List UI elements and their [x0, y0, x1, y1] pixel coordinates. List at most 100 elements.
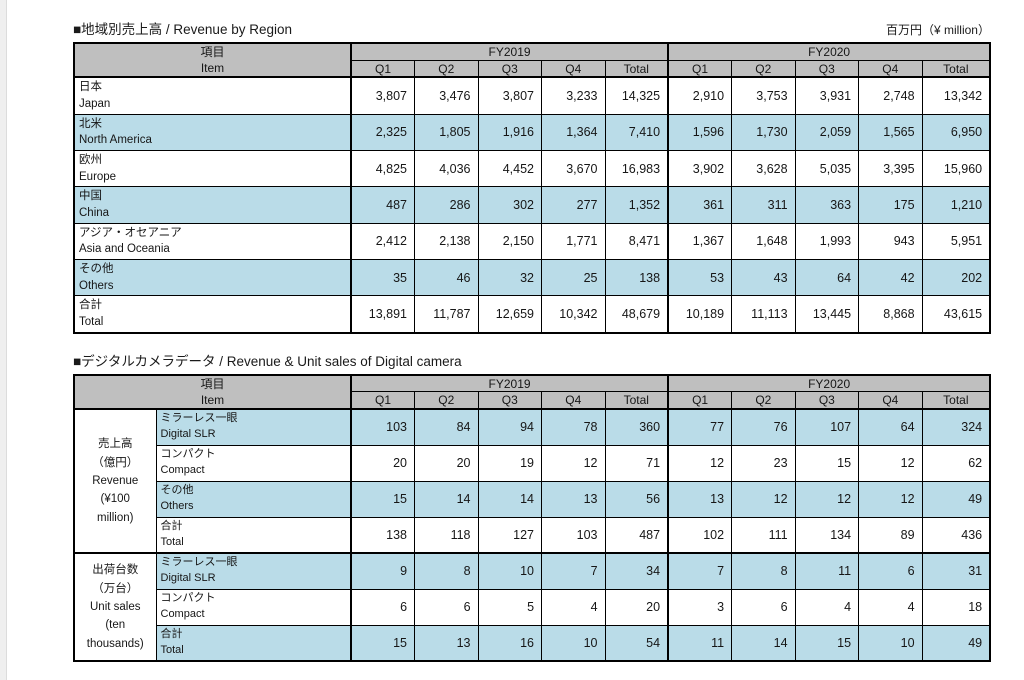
value-cell: 56 [604, 480, 670, 518]
item-header-jp: 項目 [200, 376, 225, 391]
value-cell: 14 [731, 624, 796, 662]
value-cell: 6,950 [921, 113, 991, 152]
value-cell: 2,059 [794, 113, 860, 152]
document-page: ■地域別売上高 / Revenue by Region 百万円（¥ millio… [73, 18, 992, 663]
value-cell: 311 [731, 186, 796, 224]
value-cell: 15,960 [921, 150, 991, 188]
value-cell: 1,565 [858, 113, 923, 152]
value-cell: 20 [350, 444, 416, 482]
value-cell: 1,730 [731, 113, 796, 152]
region-name-jp: 合計 [79, 299, 102, 312]
value-cell: 10 [477, 552, 543, 590]
region-table-title: ■地域別売上高 / Revenue by Region [73, 22, 292, 37]
group-label-cell: 出荷台数 （万台） Unit sales (ten thousands) [73, 552, 157, 662]
region-table: 項目 Item FY2019 FY2020 Q1 Q2 Q3 Q4 Total … [73, 42, 992, 334]
value-cell: 48,679 [604, 295, 670, 334]
value-cell: 16 [477, 624, 543, 662]
value-cell: 8 [731, 552, 796, 590]
value-cell: 324 [921, 408, 991, 446]
value-cell: 5,035 [794, 150, 860, 188]
value-cell: 4,452 [477, 150, 542, 188]
region-name-en: Total [79, 316, 104, 329]
subitem-name-en: Total [160, 535, 184, 548]
region-item-cell: 合計 Total [73, 295, 352, 334]
value-cell: 4 [794, 588, 860, 626]
table-row: コンパクト Compact 20 20 19 12 71 12 23 15 12 62 [74, 444, 991, 482]
total-header: Total [604, 391, 670, 410]
region-name-jp: アジア・オセアニア [79, 226, 182, 239]
value-cell: 19 [477, 444, 543, 482]
value-cell: 2,910 [667, 76, 733, 115]
value-cell: 5,951 [921, 222, 991, 261]
value-cell: 20 [604, 588, 670, 626]
value-cell: 3,670 [541, 150, 606, 188]
value-cell: 487 [604, 516, 670, 554]
value-cell: 11,787 [414, 295, 479, 334]
value-cell: 6 [414, 588, 479, 626]
subitem-name-jp: その他 [160, 484, 194, 497]
total-header: Total [921, 391, 991, 410]
region-name-jp: 欧州 [79, 154, 102, 167]
value-cell: 11 [794, 552, 860, 590]
total-header: Total [604, 59, 670, 78]
value-cell: 3,931 [794, 76, 860, 115]
table-row: その他 Others 15 14 14 13 56 13 12 12 12 49 [74, 480, 991, 518]
fy2019-header: FY2019 [350, 374, 670, 393]
value-cell: 1,596 [667, 113, 733, 152]
value-cell: 15 [794, 624, 860, 662]
fy2020-header: FY2020 [667, 42, 991, 61]
item-header-jp: 項目 [200, 45, 225, 59]
value-cell: 3,753 [731, 76, 796, 115]
total-header: Total [921, 59, 991, 78]
table-row: 欧州 Europe 4,825 4,036 4,452 3,670 16,983 3,902 3… [73, 150, 991, 188]
value-cell: 13,891 [350, 295, 415, 334]
value-cell: 3,233 [541, 76, 606, 115]
subitem-cell: その他 Others [155, 480, 353, 518]
value-cell: 4 [541, 588, 606, 626]
value-cell: 127 [477, 516, 543, 554]
subitem-name-jp: コンパクト [160, 448, 216, 461]
value-cell: 62 [921, 444, 991, 482]
value-cell: 103 [350, 408, 416, 446]
value-cell: 3 [667, 588, 733, 626]
table-row: 日本 Japan 3,807 3,476 3,807 3,233 14,325 2,910 3,… [73, 76, 991, 115]
subitem-name-en: Digital SLR [160, 572, 216, 585]
page-edge-strip [0, 0, 7, 680]
table-row: 合計 Total 138 118 127 103 487 102 111 134 89 436 [74, 516, 991, 554]
table-row: 北米 North America 2,325 1,805 1,916 1,364 7,410… [73, 113, 991, 152]
value-cell: 18 [921, 588, 991, 626]
value-cell: 8,471 [604, 222, 670, 261]
value-cell: 15 [794, 444, 860, 482]
value-cell: 118 [414, 516, 479, 554]
value-cell: 12 [858, 480, 923, 518]
value-cell: 64 [858, 408, 923, 446]
value-cell: 1,210 [921, 186, 991, 224]
subitem-name-en: Others [160, 500, 194, 513]
table-row: 売上高 （億円） Revenue (¥100 million) ミラーレス一眼 Di… [73, 408, 991, 554]
region-item-cell: 中国 China [73, 186, 352, 224]
subitem-name-jp: 合計 [160, 519, 183, 532]
value-cell: 20 [414, 444, 479, 482]
value-cell: 16,983 [604, 150, 670, 188]
value-cell: 94 [477, 408, 543, 446]
value-cell: 42 [858, 259, 923, 297]
value-cell: 14 [477, 480, 543, 518]
region-name-jp: その他 [79, 263, 114, 276]
value-cell: 13,342 [921, 76, 991, 115]
region-name-en: Asia and Oceania [79, 243, 170, 256]
value-cell: 102 [667, 516, 733, 554]
value-cell: 1,771 [541, 222, 606, 261]
value-cell: 10,189 [667, 295, 733, 334]
value-cell: 3,628 [731, 150, 796, 188]
region-name-jp: 日本 [79, 81, 102, 94]
region-name-jp: 中国 [79, 190, 102, 203]
quarter-header: Q4 [858, 59, 923, 78]
subitem-cell: ミラーレス一眼 Digital SLR [155, 552, 353, 590]
value-cell: 138 [350, 516, 416, 554]
value-cell: 202 [921, 259, 991, 297]
value-cell: 31 [921, 552, 991, 590]
subitem-name-en: Total [160, 643, 184, 656]
value-cell: 46 [414, 259, 479, 297]
quarter-header: Q3 [477, 59, 542, 78]
value-cell: 2,325 [350, 113, 415, 152]
